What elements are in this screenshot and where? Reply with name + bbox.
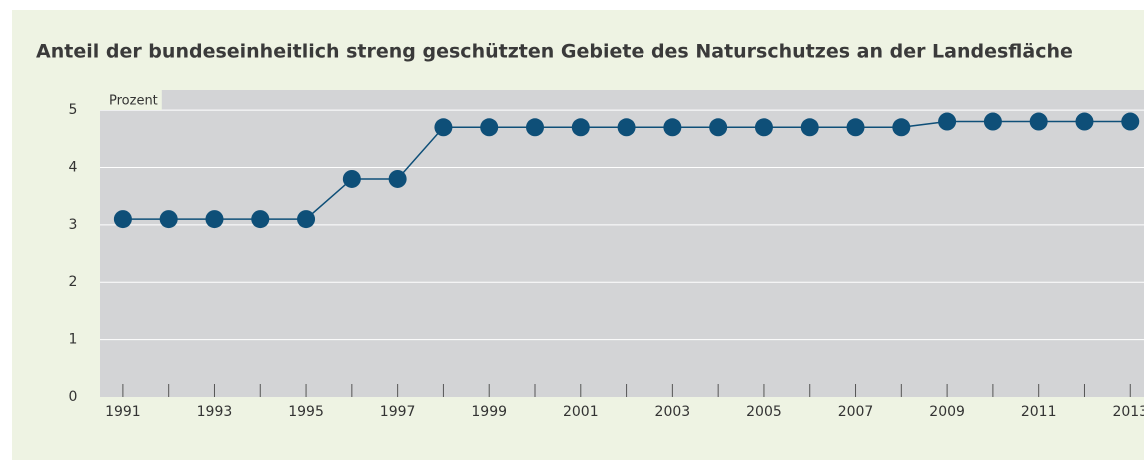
y-axis-label: Prozent xyxy=(109,94,158,109)
y-tick-label: 3 xyxy=(69,217,78,233)
marker xyxy=(480,118,499,137)
marker xyxy=(800,118,819,137)
x-tick-label: 1991 xyxy=(105,404,141,420)
marker xyxy=(571,118,590,137)
marker xyxy=(983,112,1002,131)
marker xyxy=(159,210,178,229)
marker xyxy=(1121,112,1140,131)
marker xyxy=(388,169,407,188)
y-tick-label: 1 xyxy=(69,332,78,348)
y-tick-label: 0 xyxy=(69,389,78,405)
marker xyxy=(892,118,911,137)
x-tick-label: 1999 xyxy=(471,404,507,420)
x-tick-label: 2011 xyxy=(1021,404,1057,420)
x-tick-label: 2001 xyxy=(563,404,599,420)
marker xyxy=(297,210,316,229)
marker xyxy=(709,118,728,137)
marker xyxy=(113,210,132,229)
marker xyxy=(251,210,270,229)
marker xyxy=(1075,112,1094,131)
marker xyxy=(526,118,544,137)
x-tick-label: 2009 xyxy=(929,404,965,420)
x-tick-label: 1993 xyxy=(197,404,233,420)
x-tick-label: 2013 xyxy=(1112,404,1144,420)
marker xyxy=(663,118,682,137)
marker xyxy=(342,169,361,188)
x-tick-label: 1995 xyxy=(288,404,324,420)
marker xyxy=(938,112,957,131)
plot-area xyxy=(100,90,1144,397)
chart-title: Anteil der bundeseinheitlich streng gesc… xyxy=(36,41,1073,63)
y-axis-label-bg xyxy=(100,90,162,110)
marker xyxy=(846,118,865,137)
y-tick-label: 5 xyxy=(69,102,78,118)
x-tick-label: 2007 xyxy=(838,404,874,420)
y-tick-label: 4 xyxy=(69,159,78,175)
marker xyxy=(1029,112,1048,131)
marker xyxy=(754,118,773,137)
marker xyxy=(205,210,224,229)
x-tick-label: 2005 xyxy=(746,404,782,420)
marker xyxy=(434,118,453,137)
y-tick-label: 2 xyxy=(69,274,78,290)
x-tick-label: 1997 xyxy=(380,404,416,420)
marker xyxy=(617,118,636,137)
x-tick-label: 2003 xyxy=(655,404,691,420)
